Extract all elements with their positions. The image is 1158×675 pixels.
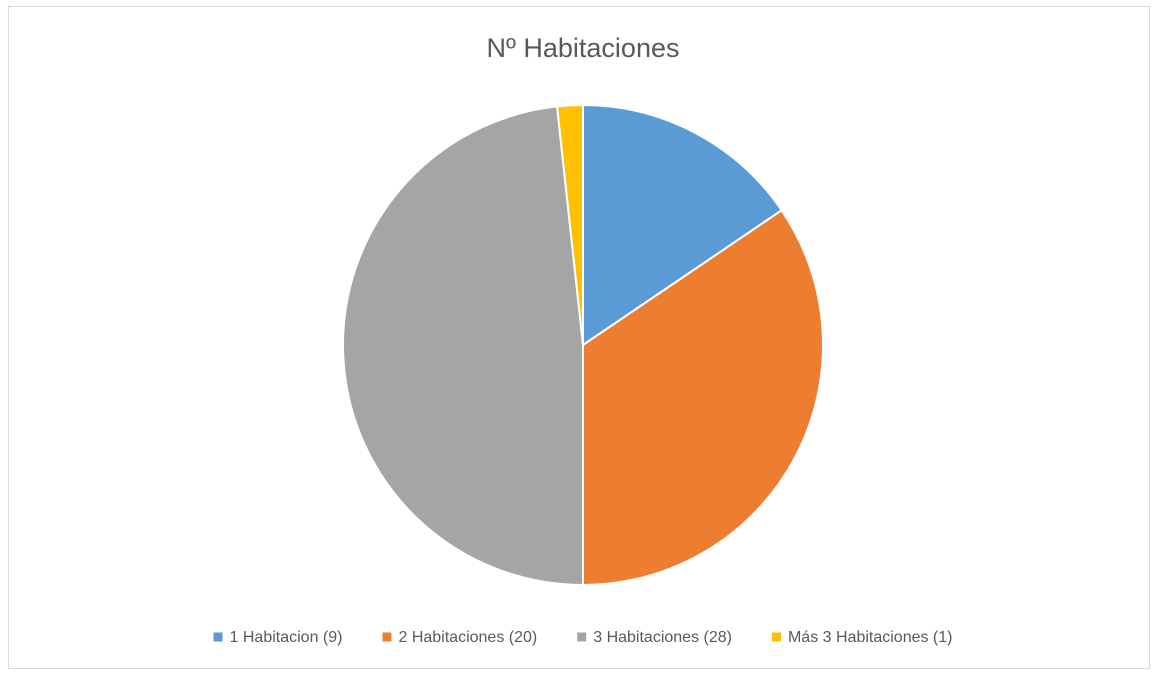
legend-label: Más 3 Habitaciones (1) [788,629,953,646]
legend-swatch [771,632,781,642]
chart-title: Nº Habitaciones [487,33,680,63]
legend-swatch [382,632,392,642]
pie-slice [555,103,584,346]
legend-swatch [213,632,223,642]
pie-slice [582,208,824,587]
pie-slice [342,105,584,587]
pie-slice [582,103,784,347]
legend-label: 3 Habitaciones (28) [593,629,732,646]
legend-label: 2 Habitaciones (20) [398,629,537,646]
legend-swatch [577,632,587,642]
legend-label: 1 Habitacion (9) [230,629,343,646]
